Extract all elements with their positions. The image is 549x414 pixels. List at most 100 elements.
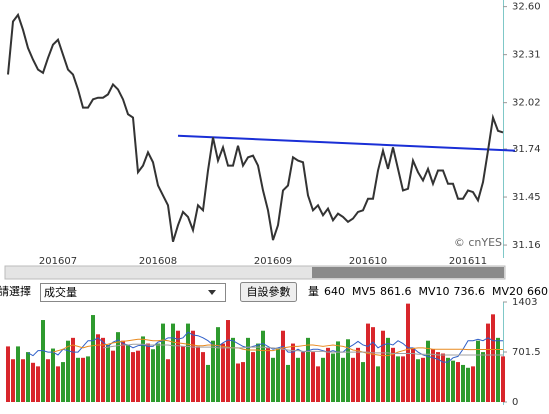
moving-average-line [52, 338, 504, 357]
watermark: © cnYES [454, 236, 502, 249]
price-line [7, 12, 504, 243]
volume-bar [361, 362, 365, 402]
volume-bar [281, 330, 285, 402]
volume-bar [336, 341, 340, 402]
volume-bar [166, 359, 170, 402]
volume-bar [331, 353, 335, 402]
volume-bar [81, 357, 85, 402]
legend-value: 660.0 [527, 285, 549, 298]
y-tick-label: 1403 [512, 297, 537, 308]
volume-bar [106, 344, 110, 402]
volume-bar [66, 340, 70, 402]
volume-bar [56, 366, 60, 402]
legend-name: MV20 [492, 285, 523, 298]
select-value: 成交量 [44, 285, 77, 299]
volume-bar [221, 343, 225, 402]
volume-bar [286, 364, 290, 402]
settings-button[interactable] [240, 282, 297, 302]
volume-bar [381, 330, 385, 402]
volume-bar [296, 357, 300, 402]
volume-bar [291, 343, 295, 402]
volume-bar [401, 356, 405, 402]
volume-bar [211, 340, 215, 402]
dropdown-arrow [208, 290, 216, 295]
volume-bar [161, 323, 165, 402]
volume-bar [226, 320, 230, 402]
volume-bar [31, 362, 35, 402]
volume-bar [61, 362, 65, 402]
volume-bar [236, 363, 240, 402]
volume-bar [121, 340, 125, 402]
x-tick-label: 201611 [449, 256, 487, 267]
volume-bar [491, 314, 495, 402]
volume-bar [466, 367, 470, 402]
volume-bar [276, 347, 280, 402]
volume-bar [311, 352, 315, 402]
x-tick-label: 201608 [139, 256, 177, 267]
volume-bar [406, 303, 410, 402]
volume-bar [391, 347, 395, 402]
legend-value: 861.6 [380, 285, 412, 298]
volume-bar [71, 337, 75, 402]
volume-bar [151, 349, 155, 402]
volume-bar [476, 340, 480, 402]
volume-bar [351, 357, 355, 402]
volume-bar [441, 353, 445, 402]
volume-bar [261, 330, 265, 402]
y-tick-label: 0 [512, 397, 518, 408]
volume-bar [141, 336, 145, 402]
volume-bar [36, 366, 40, 402]
legend-value: 640 [324, 285, 345, 298]
y-tick-label: 32.31 [512, 50, 541, 61]
y-tick-label: 31.74 [512, 144, 541, 155]
volume-bar [191, 330, 195, 402]
volume-bar [446, 357, 450, 402]
volume-bar [326, 347, 330, 402]
volume-bar [46, 359, 50, 402]
volume-bar [271, 357, 275, 402]
volume-bar [486, 323, 490, 402]
volume-bar [411, 347, 415, 402]
volume-bar [91, 315, 95, 402]
volume-bar [101, 337, 105, 402]
select-prompt: 請選擇 [0, 284, 31, 298]
select-box[interactable] [40, 283, 226, 302]
legend-name: MV5 [352, 285, 376, 298]
volume-bar [16, 346, 20, 402]
volume-bar [76, 357, 80, 402]
volume-bar [196, 346, 200, 402]
button-label: 自設參數 [247, 285, 291, 299]
volume-bar [251, 352, 255, 402]
volume-bar [481, 352, 485, 402]
volume-bar [341, 357, 345, 402]
volume-bar [306, 337, 310, 402]
volume-bar [186, 323, 190, 402]
volume-bar [206, 364, 210, 402]
volume-bar [501, 356, 505, 402]
volume-bar [136, 350, 140, 402]
volume-bar [376, 366, 380, 402]
volume-bar [426, 340, 430, 402]
trendline [177, 134, 516, 152]
volume-bar [386, 337, 390, 402]
scrollbar-thumb[interactable] [312, 267, 504, 278]
volume-bar [171, 323, 175, 402]
legend-name: 量 [308, 285, 319, 298]
volume-bar [266, 347, 270, 402]
y-tick-label: 32.02 [512, 98, 541, 109]
volume-bar [26, 352, 30, 402]
y-tick-label: 31.16 [512, 240, 541, 251]
volume-bar [346, 339, 350, 402]
volume-bar [131, 352, 135, 402]
volume-bar [231, 337, 235, 402]
volume-bar [431, 349, 435, 402]
x-tick-label: 201607 [39, 256, 77, 267]
moving-average-line [102, 343, 503, 356]
volume-bar [366, 323, 370, 402]
volume-bar [181, 346, 185, 402]
y-tick-label: 31.45 [512, 192, 541, 203]
volume-bar [321, 357, 325, 402]
volume-bar [176, 330, 180, 402]
